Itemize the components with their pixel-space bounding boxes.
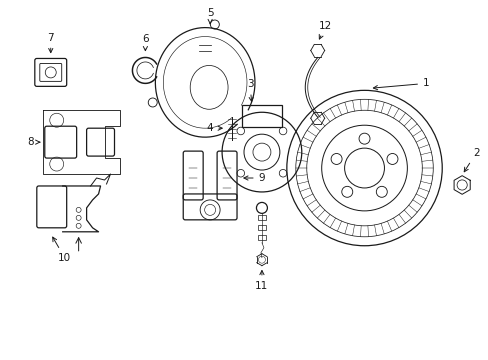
- Bar: [258, 225, 265, 230]
- Bar: [258, 215, 265, 220]
- Text: 5: 5: [206, 8, 213, 24]
- Text: 7: 7: [47, 32, 54, 53]
- Text: 3: 3: [246, 79, 253, 102]
- Text: 10: 10: [53, 237, 71, 263]
- Text: 6: 6: [142, 33, 148, 51]
- Text: 2: 2: [463, 148, 478, 172]
- Text: 4: 4: [206, 123, 222, 133]
- Text: 8: 8: [27, 137, 40, 147]
- Bar: [242, 105, 281, 127]
- Bar: [258, 235, 265, 240]
- Text: 11: 11: [255, 270, 268, 291]
- Text: 1: 1: [373, 78, 429, 90]
- Text: 9: 9: [244, 173, 264, 183]
- Text: 12: 12: [318, 21, 332, 39]
